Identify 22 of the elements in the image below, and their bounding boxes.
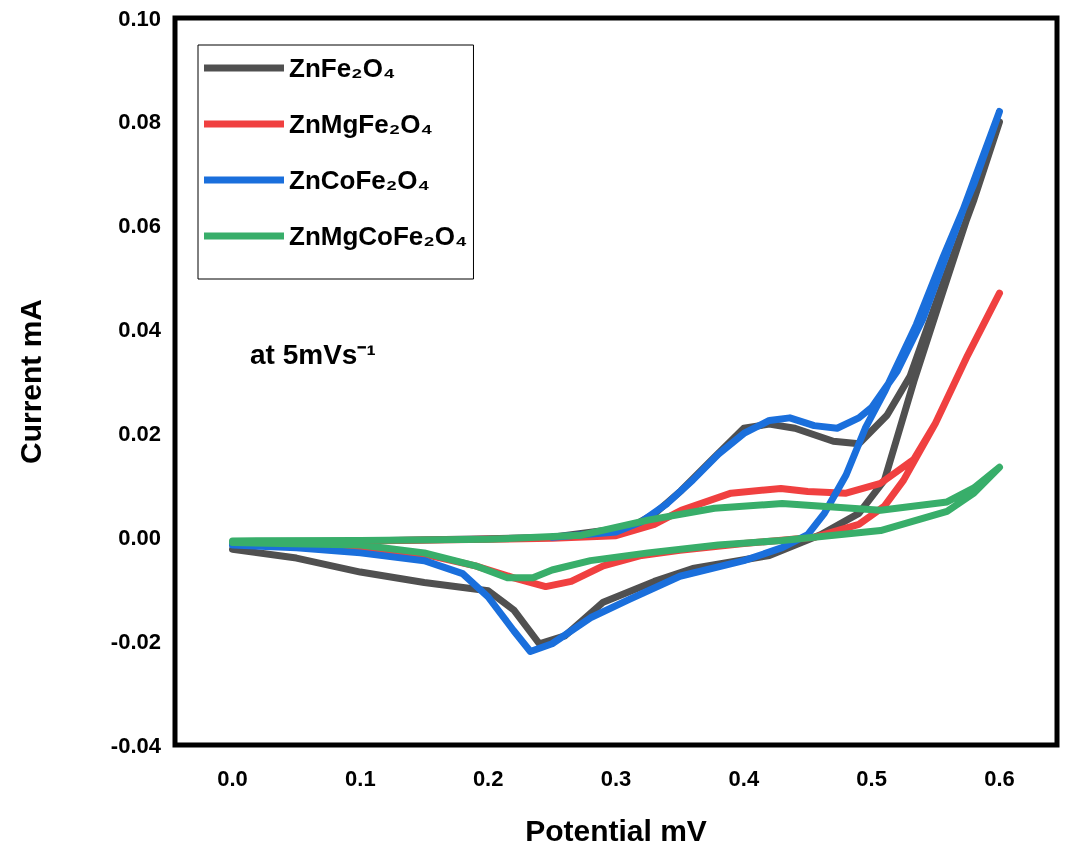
y-tick-label: -0.04 [110,732,162,758]
x-tick-label: 0.2 [472,765,504,791]
x-tick-label: 0.5 [856,765,887,791]
x-tick-label: 0.4 [728,765,760,791]
x-tick-label: 0.1 [345,765,376,791]
y-tick-label: 0.06 [118,213,161,239]
x-tick-label: 0.0 [217,765,248,791]
legend-label: ZnMgFe₂O₄ [289,109,433,139]
x-tick-label: 0.3 [600,765,632,791]
legend-label: ZnMgCoFe₂O₄ [289,221,468,251]
y-tick-label: -0.02 [110,628,161,654]
x-axis-title: Potential mV [525,813,707,847]
annotation: at 5mVs⁻¹ [250,338,376,370]
y-tick-label: 0.00 [118,524,161,550]
y-tick-label: 0.08 [118,109,161,135]
x-tick-label: 0.6 [984,765,1015,791]
y-tick-label: 0.10 [118,5,161,31]
legend-label: ZnFe₂O₄ [289,53,396,83]
y-tick-label: 0.02 [118,420,161,446]
legend-label: ZnCoFe₂O₄ [289,165,430,195]
y-axis-title: Current mA [13,298,47,465]
y-tick-label: 0.04 [118,317,162,343]
